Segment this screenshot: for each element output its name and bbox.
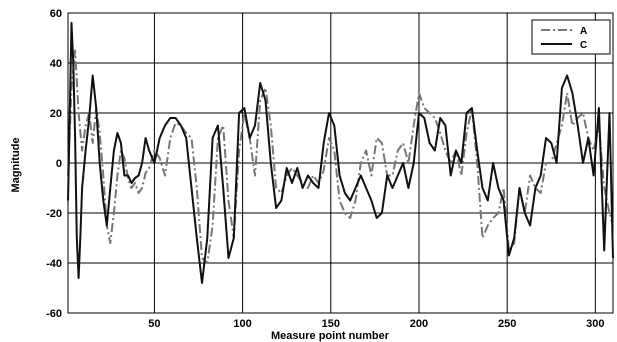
y-tick-label: -20	[46, 208, 62, 220]
plot-area: -60 -40 -20 0 20 40 60 50 100 150 200 250 300	[46, 8, 614, 330]
x-tick-label: 250	[498, 318, 516, 330]
legend-box	[531, 19, 611, 55]
legend: A C	[531, 19, 611, 55]
y-tick-label: 20	[50, 108, 62, 120]
x-tick-label: 300	[586, 318, 604, 330]
y-tick-label: 40	[50, 58, 62, 70]
x-tick-label: 150	[322, 318, 340, 330]
y-tick-label: 60	[50, 8, 62, 20]
x-tick-label: 100	[233, 318, 251, 330]
y-tick-label: -40	[46, 258, 62, 270]
series-line-a	[67, 49, 614, 264]
y-tick-label: -60	[46, 308, 62, 320]
legend-label-c: C	[580, 40, 587, 51]
x-tick-label: 200	[410, 318, 428, 330]
legend-label-a: A	[580, 26, 587, 37]
x-tick-label: 50	[148, 318, 160, 330]
series-line-c	[67, 22, 614, 284]
x-axis-title: Measure point number	[271, 330, 390, 342]
y-tick-label: 0	[56, 158, 62, 170]
y-axis-title: Magnitude	[10, 138, 22, 193]
